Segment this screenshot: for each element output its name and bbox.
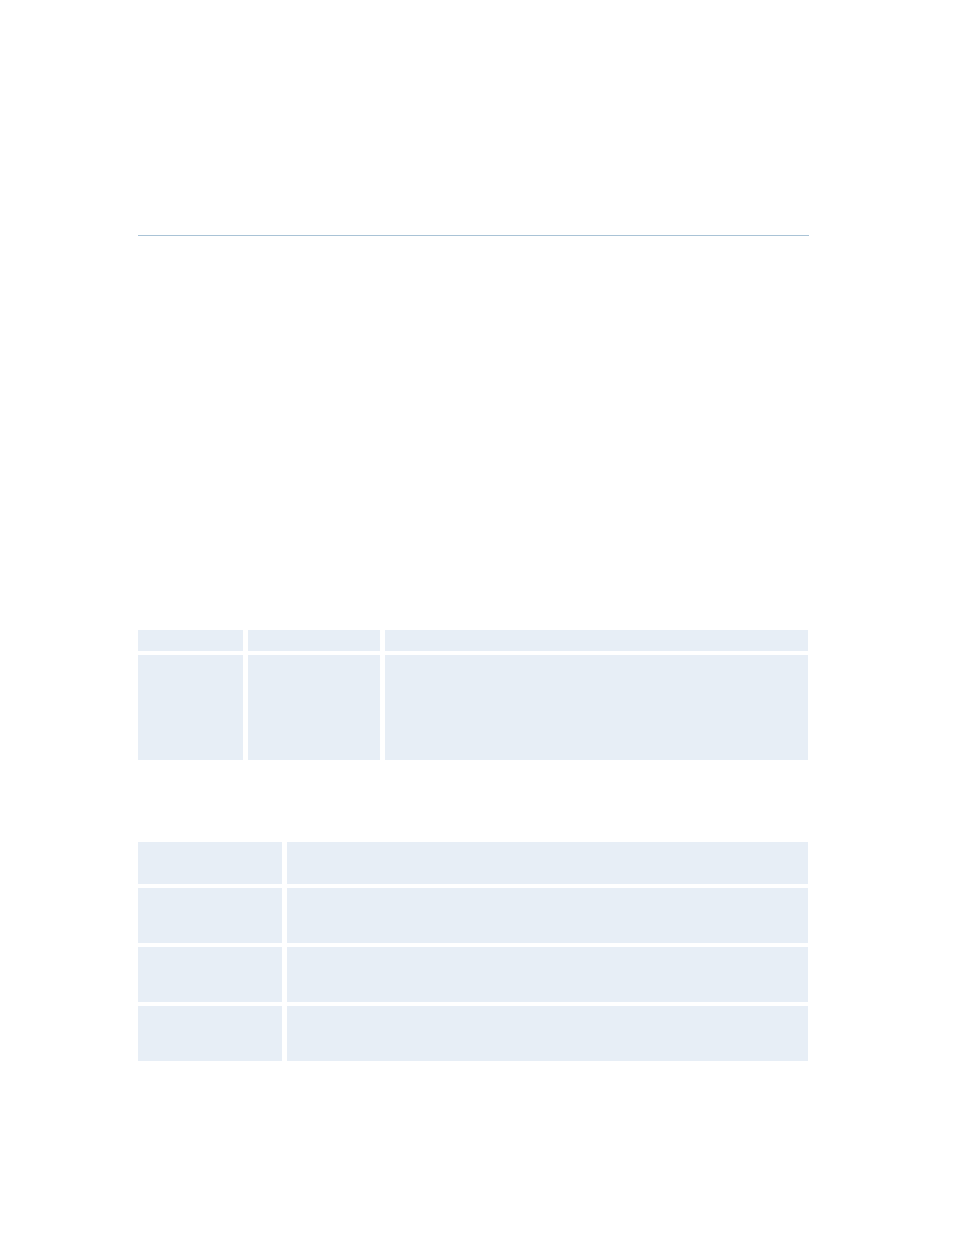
table-cell (138, 1006, 282, 1061)
table-row (138, 655, 808, 760)
table-1 (133, 626, 813, 764)
table-cell (287, 888, 808, 943)
table-cell (385, 655, 808, 760)
table-cell (138, 888, 282, 943)
page (0, 0, 954, 1235)
table-cell (138, 630, 243, 651)
table-row (138, 947, 808, 1002)
table-row (138, 630, 808, 651)
table-cell (385, 630, 808, 651)
table-2 (133, 838, 813, 1065)
table-cell (287, 1006, 808, 1061)
table-cell (138, 655, 243, 760)
table-cell (287, 842, 808, 884)
table-row (138, 842, 808, 884)
table-cell (248, 630, 380, 651)
table-cell (287, 947, 808, 1002)
table-cell (138, 947, 282, 1002)
table-cell (138, 842, 282, 884)
between-tables-spacer (138, 764, 809, 838)
table-row (138, 888, 808, 943)
top-spacer (138, 80, 809, 235)
table-cell (248, 655, 380, 760)
table-row (138, 1006, 808, 1061)
mid-spacer (138, 236, 809, 626)
